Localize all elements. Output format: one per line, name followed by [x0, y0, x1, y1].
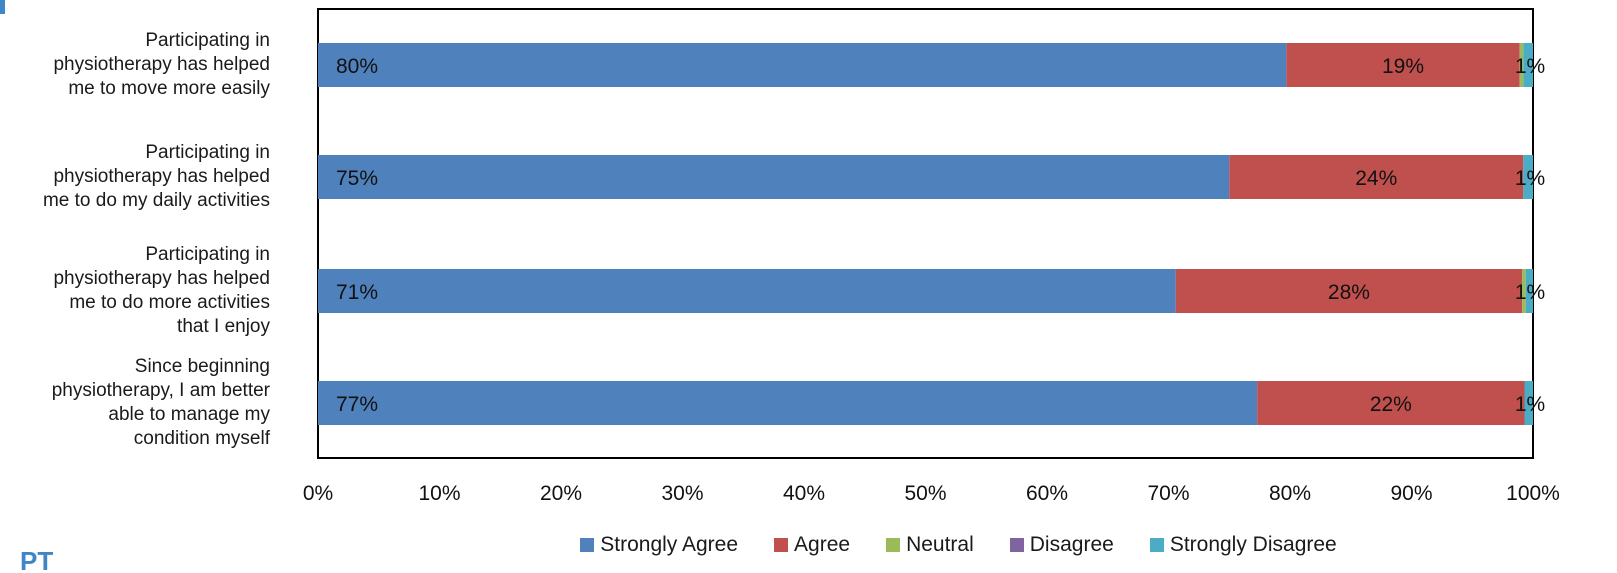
bar-segment-1-agree [1286, 43, 1520, 87]
data-label-2-strongly-disagree: 1% [1515, 167, 1545, 190]
legend-swatch [1009, 538, 1024, 552]
data-label-4-agree: 22% [1370, 393, 1412, 416]
legend-label: Agree [794, 533, 851, 556]
legend-label: Strongly Agree [600, 533, 739, 556]
category-label-text-4: Since beginning physiotherapy, I am bett… [51, 356, 270, 449]
bar-segment-3-strongly-agree [318, 269, 1176, 313]
category-label-1: Participating in physiotherapy has helpe… [0, 29, 270, 101]
x-tick-label-1: 10% [418, 482, 460, 505]
data-label-1-agree: 19% [1382, 55, 1424, 78]
x-tick-label-3: 30% [661, 482, 703, 505]
legend-item-agree: Agree [774, 533, 850, 557]
bar-segment-4-strongly-disagree [1524, 381, 1533, 425]
legend-label: Neutral [906, 533, 974, 556]
bar-segment-2-agree [1229, 155, 1524, 199]
category-label-4: Since beginning physiotherapy, I am bett… [0, 355, 270, 451]
bar-segment-1-neutral [1519, 43, 1524, 87]
legend-swatch [580, 538, 595, 552]
legend-item-neutral: Neutral [886, 533, 974, 557]
legend: Strongly Agree Agree Neutral Disagree Strong… [0, 530, 1617, 560]
legend-swatch [1149, 538, 1164, 552]
data-label-2-agree: 24% [1355, 167, 1397, 190]
legend-label: Strongly Disagree [1169, 533, 1337, 556]
edge-accent-mark [0, 0, 5, 14]
x-tick-label-2: 20% [540, 482, 582, 505]
data-label-1-strongly-disagree: 1% [1515, 55, 1545, 78]
x-tick-label-4: 40% [783, 482, 825, 505]
legend-item-strongly-agree: Strongly Agree [580, 533, 738, 557]
bar-segment-3-agree [1175, 269, 1523, 313]
category-label-text-1: Participating in physiotherapy has helpe… [53, 30, 270, 99]
bar-segment-3-strongly-disagree [1525, 269, 1533, 313]
data-label-3-agree: 28% [1328, 281, 1370, 304]
data-label-3-strongly-agree: 71% [336, 281, 378, 304]
x-tick-label-8: 80% [1269, 482, 1311, 505]
bar-segment-1-strongly-disagree [1523, 43, 1533, 87]
bar-segment-4-agree [1257, 381, 1525, 425]
legend-item-strongly-disagree: Strongly Disagree [1149, 533, 1337, 557]
category-label-2: Participating in physiotherapy has helpe… [0, 141, 270, 213]
legend-label: Disagree [1029, 533, 1114, 556]
bar-segment-1-strongly-agree [318, 43, 1287, 87]
bars-group [318, 43, 1533, 425]
data-labels-group: 80% 19% 1% 75% 24% 1% 71% 28% 1% 77% 22% 1% [336, 55, 1545, 416]
legend-swatch [774, 538, 789, 552]
category-label-3: Participating in physiotherapy has helpe… [0, 243, 270, 339]
corner-text: PT [20, 546, 54, 573]
x-tick-label-9: 90% [1390, 482, 1432, 505]
plot-area-frame [317, 8, 1534, 459]
bar-segment-4-strongly-agree [318, 381, 1258, 425]
data-label-4-strongly-disagree: 1% [1515, 393, 1545, 416]
data-label-4-strongly-agree: 77% [336, 393, 378, 416]
x-tick-label-6: 60% [1026, 482, 1068, 505]
x-axis-ticks: 0% 10% 20% 30% 40% 50% 60% 70% 80% 90% 100% [303, 482, 1560, 505]
bar-segment-2-strongly-disagree [1523, 155, 1533, 199]
x-tick-label-5: 50% [904, 482, 946, 505]
x-tick-label-0: 0% [303, 482, 333, 505]
category-label-text-2: Participating in physiotherapy has helpe… [42, 142, 270, 211]
bar-segment-2-strongly-agree [318, 155, 1230, 199]
data-label-1-strongly-agree: 80% [336, 55, 378, 78]
x-tick-label-7: 70% [1147, 482, 1189, 505]
data-label-3-strongly-disagree: 1% [1515, 281, 1545, 304]
category-label-text-3: Participating in physiotherapy has helpe… [53, 244, 270, 337]
data-label-2-strongly-agree: 75% [336, 167, 378, 190]
legend-item-disagree: Disagree [1009, 533, 1114, 557]
bar-segment-3-neutral [1522, 269, 1526, 313]
x-tick-label-10: 100% [1506, 482, 1560, 505]
legend-swatch [886, 538, 901, 552]
